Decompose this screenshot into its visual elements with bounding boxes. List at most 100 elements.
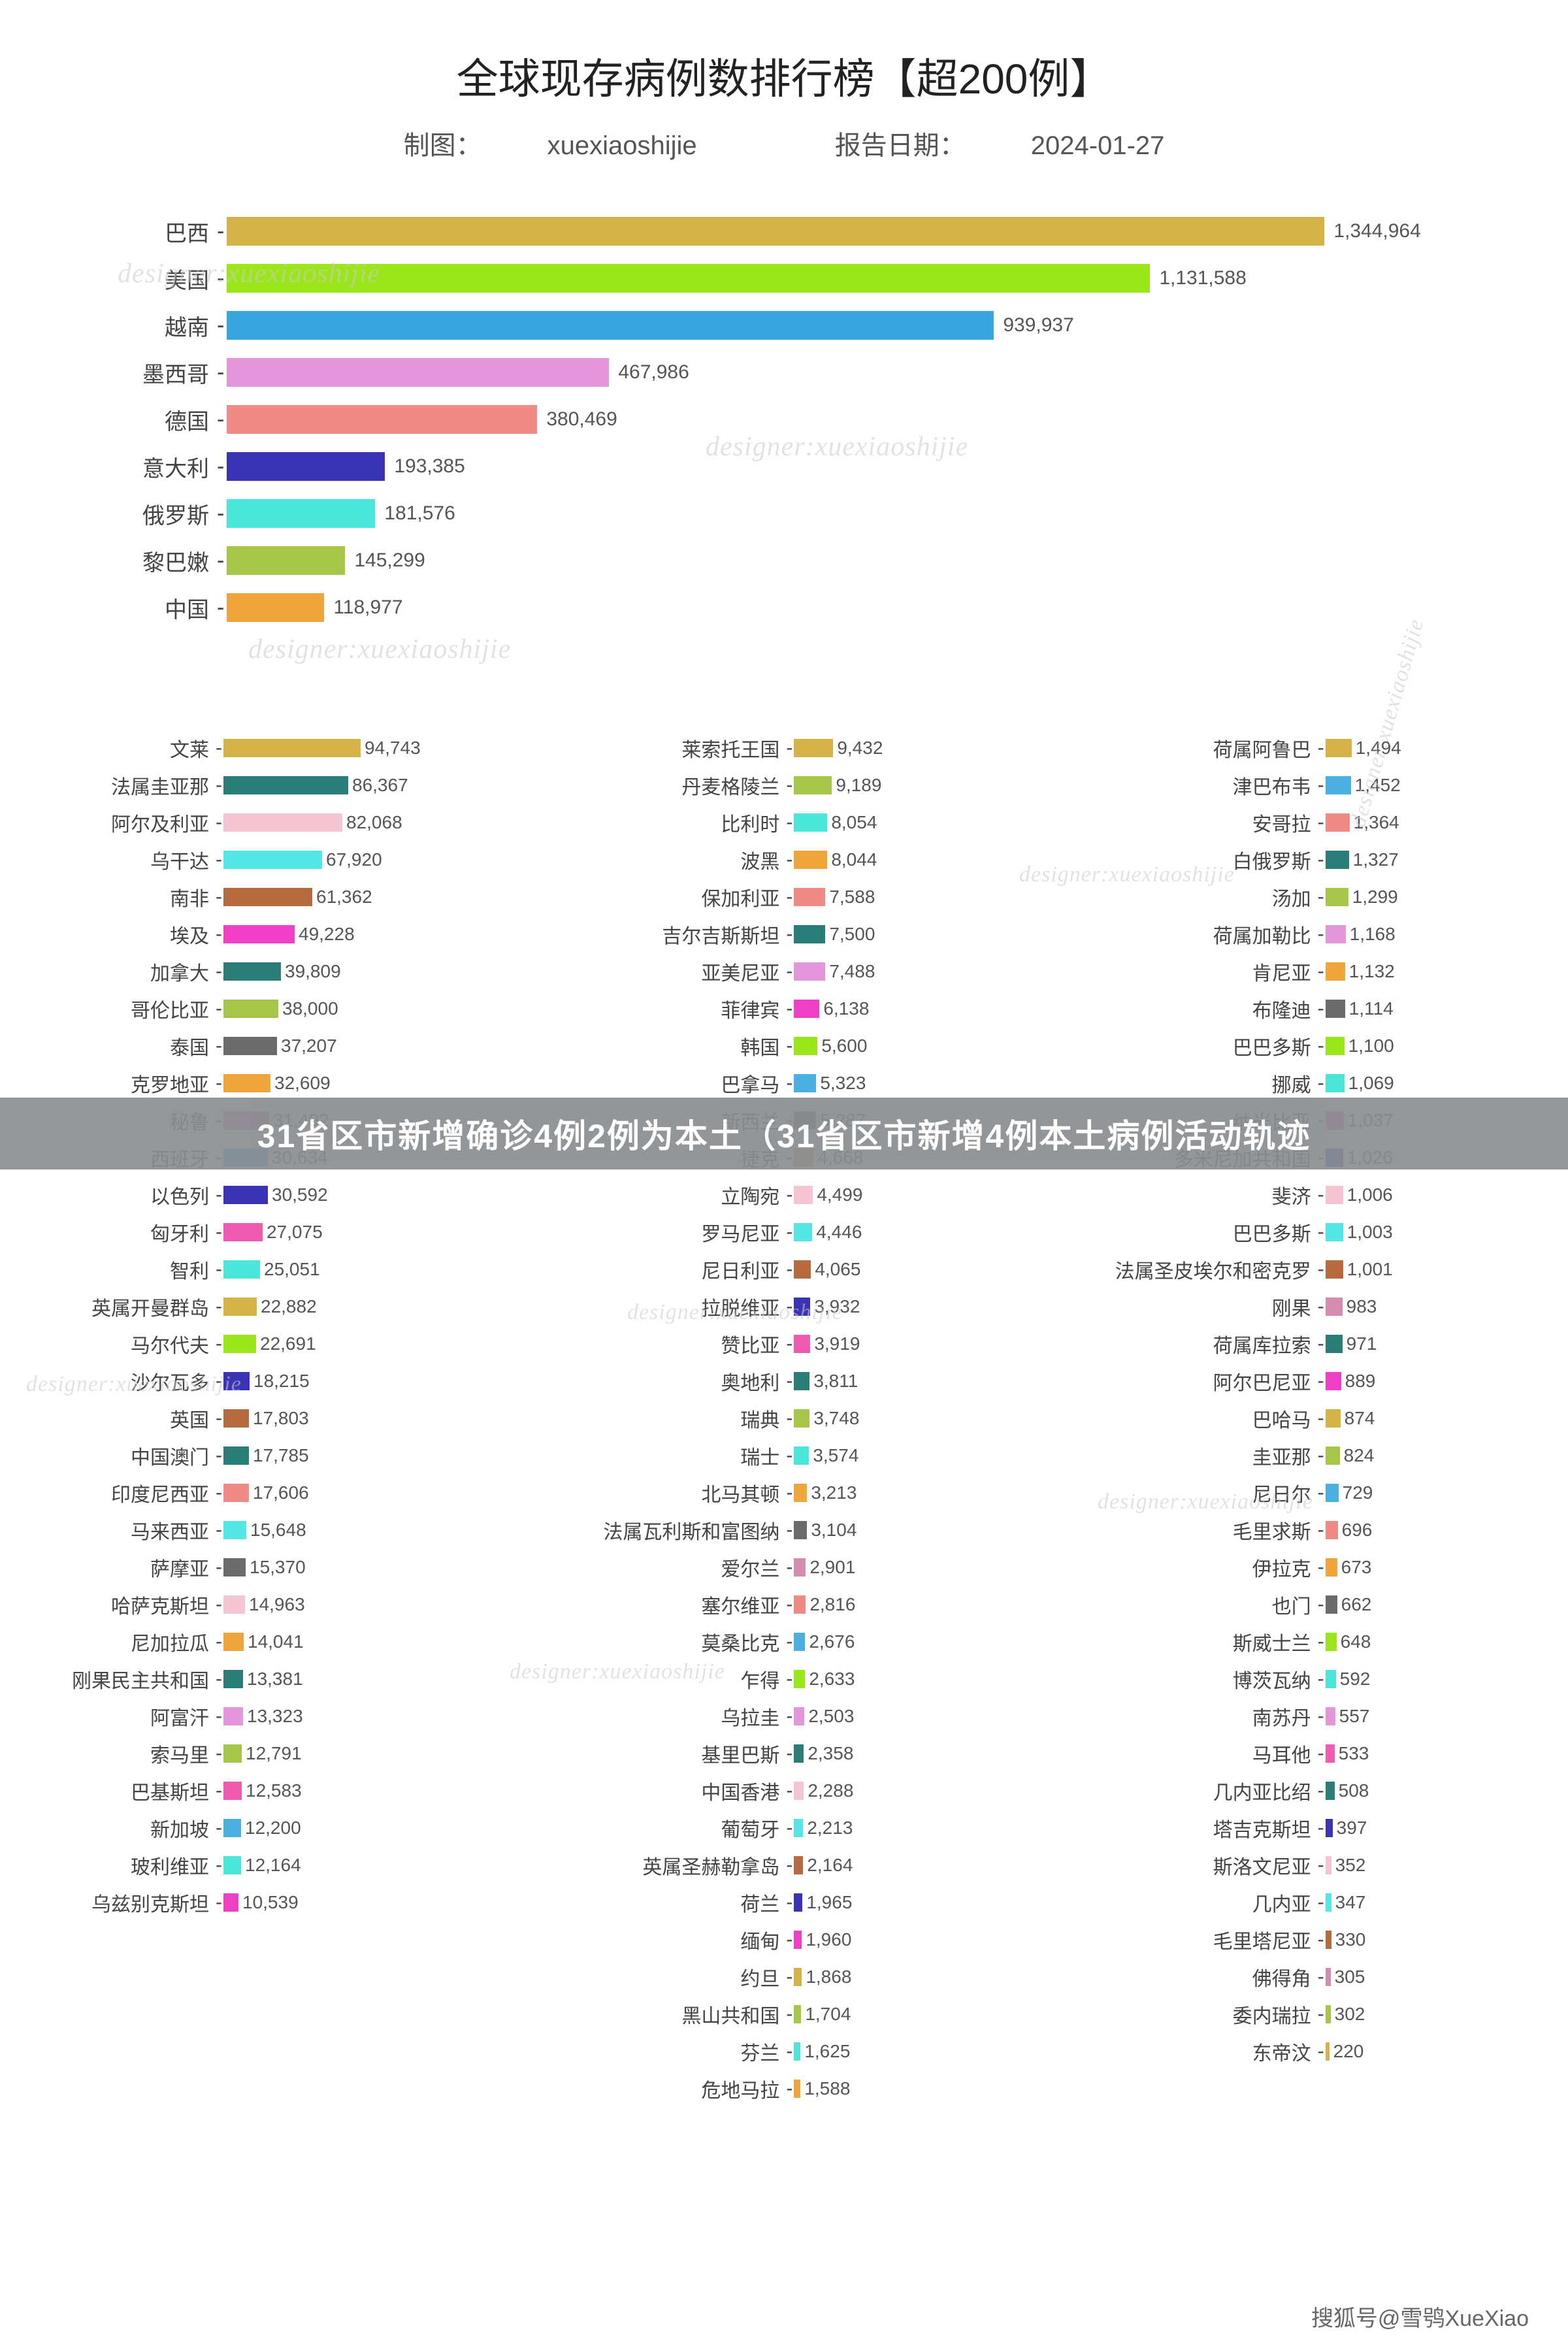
col-bar-row: 罗马尼亚-4,446	[544, 1213, 1023, 1250]
axis-tick: -	[786, 1445, 792, 1467]
bar-value: 14,041	[248, 1631, 304, 1652]
col-bar-row: 也门-662	[1050, 1586, 1529, 1623]
bar-value: 1,868	[806, 1967, 851, 1987]
bar-value: 7,500	[829, 924, 875, 945]
axis-tick: -	[1318, 1221, 1324, 1243]
bar-value: 2,901	[809, 1557, 855, 1578]
bar-value: 4,065	[815, 1259, 860, 1280]
col-bar-row: 匈牙利-27,075	[39, 1213, 518, 1250]
axis-tick: -	[786, 1072, 792, 1094]
bar-label: 毛里塔尼亚	[1050, 1925, 1318, 1954]
bar-value: 824	[1344, 1445, 1375, 1466]
bar-label: 塔吉克斯坦	[1050, 1814, 1318, 1842]
axis-tick: -	[786, 1184, 792, 1206]
axis-tick: -	[216, 1631, 222, 1653]
axis-tick: -	[217, 407, 224, 433]
axis-tick: -	[786, 998, 792, 1020]
axis-tick: -	[1318, 1891, 1324, 1914]
bar-label: 俄罗斯	[105, 498, 217, 530]
bar	[794, 1707, 804, 1725]
bar	[794, 2005, 801, 2023]
col-bar-row: 荷属库拉索-971	[1050, 1325, 1529, 1362]
bar	[223, 925, 295, 943]
bar-label: 墨西哥	[105, 357, 217, 389]
bar-label: 比利时	[544, 808, 786, 837]
col-bar-row: 尼日利亚-4,065	[544, 1250, 1023, 1288]
bar	[794, 776, 832, 794]
bar	[794, 1074, 816, 1092]
bar-label: 葡萄牙	[544, 1814, 786, 1842]
bar-label: 基里巴斯	[544, 1739, 786, 1768]
axis-tick: -	[216, 1742, 222, 1765]
col-bar-row: 荷兰-1,965	[544, 1884, 1023, 1921]
bar-value: 2,816	[809, 1594, 855, 1615]
bar-value: 17,785	[253, 1445, 309, 1466]
bar	[1326, 1186, 1343, 1204]
bar-label: 乌拉圭	[544, 1702, 786, 1731]
col-bar-row: 阿富汗-13,323	[39, 1697, 518, 1735]
bar-label: 阿富汗	[39, 1702, 216, 1731]
bar-label: 马来西亚	[39, 1516, 216, 1544]
bar-value: 1,452	[1355, 775, 1401, 796]
bar	[794, 1186, 813, 1204]
col-bar-row: 泰国-37,207	[39, 1027, 518, 1064]
top-bar-row: 墨西哥-467,986	[105, 349, 1463, 396]
axis-tick: -	[786, 1593, 792, 1616]
axis-tick: -	[216, 1854, 222, 1876]
col-bar-row: 哥伦比亚-38,000	[39, 990, 518, 1027]
bar-value: 22,691	[260, 1333, 316, 1354]
bar-value: 193,385	[394, 455, 465, 478]
bar-value: 27,075	[267, 1222, 323, 1243]
bar-value: 1,344,964	[1333, 220, 1420, 242]
columns: 文莱-94,743法属圭亚那-86,367阿尔及利亚-82,068乌干达-67,…	[39, 729, 1529, 2107]
bar-label: 荷属加勒比	[1050, 920, 1318, 949]
bar-value: 1,965	[806, 1892, 852, 1913]
bar-label: 约旦	[544, 1963, 786, 1991]
col-bar-row: 英国-17,803	[39, 1399, 518, 1437]
bar	[1326, 1968, 1331, 1986]
bar-label: 索马里	[39, 1739, 216, 1768]
bar-label: 新加坡	[39, 1814, 216, 1842]
top-bar-row: 越南-939,937	[105, 302, 1463, 349]
bar	[794, 1670, 805, 1688]
axis-tick: -	[217, 219, 224, 244]
bar-label: 南苏丹	[1050, 1702, 1318, 1731]
col-bar-row: 丹麦格陵兰-9,189	[544, 766, 1023, 804]
col-bar-row: 拉脱维亚-3,932	[544, 1288, 1023, 1325]
axis-tick: -	[217, 454, 224, 480]
bar-value: 347	[1335, 1892, 1366, 1913]
bar-value: 12,791	[246, 1743, 302, 1764]
axis-tick: -	[786, 1519, 792, 1541]
col-bar-row: 巴巴多斯-1,100	[1050, 1027, 1529, 1064]
bar-label: 亚美尼亚	[544, 957, 786, 986]
axis-tick: -	[786, 1556, 792, 1578]
col-bar-row: 阿尔巴尼亚-889	[1050, 1362, 1529, 1399]
axis-tick: -	[216, 774, 222, 796]
bar-label: 波黑	[544, 845, 786, 874]
bar-label: 巴西	[105, 216, 217, 248]
axis-tick: -	[216, 1780, 222, 1802]
bar-label: 津巴布韦	[1050, 771, 1318, 800]
bar	[223, 851, 322, 869]
axis-tick: -	[786, 1407, 792, 1429]
axis-tick: -	[216, 998, 222, 1020]
bar-value: 3,213	[811, 1482, 857, 1503]
col-bar-row: 比利时-8,054	[544, 804, 1023, 841]
bar	[1326, 1484, 1339, 1502]
axis-tick: -	[1318, 1668, 1324, 1690]
bar-label: 瑞士	[544, 1441, 786, 1470]
col-bar-row: 乌拉圭-2,503	[544, 1697, 1023, 1735]
bar-value: 2,503	[808, 1706, 854, 1727]
axis-tick: -	[216, 1445, 222, 1467]
col-bar-row: 沙尔瓦多-18,215	[39, 1362, 518, 1399]
bar-value: 2,633	[809, 1669, 855, 1690]
bar-label: 巴巴多斯	[1050, 1032, 1318, 1060]
col-bar-row: 立陶宛-4,499	[544, 1176, 1023, 1213]
axis-tick: -	[1318, 1929, 1324, 1951]
bar-label: 乍得	[544, 1665, 786, 1693]
col-bar-row: 吉尔吉斯斯坦-7,500	[544, 915, 1023, 953]
col-bar-row: 葡萄牙-2,213	[544, 1809, 1023, 1846]
bar-value: 729	[1343, 1482, 1373, 1503]
bar-label: 汤加	[1050, 883, 1318, 911]
col-bar-row: 几内亚比绍-508	[1050, 1772, 1529, 1809]
